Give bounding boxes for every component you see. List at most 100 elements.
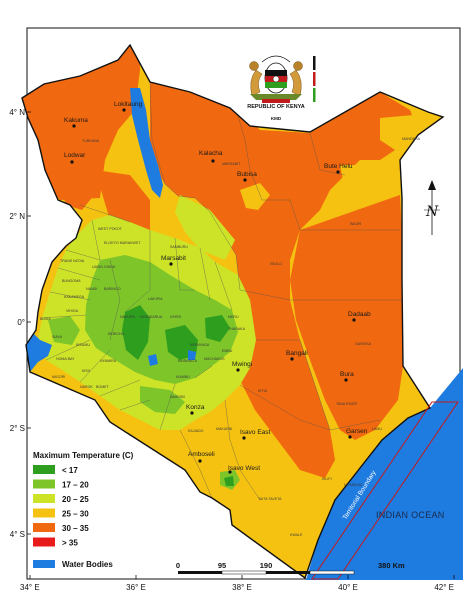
legend-items: < 17 17 – 20 20 – 25 25 – 30 30 – 35 > 35 [33, 465, 89, 548]
county-label: GARISSA [355, 342, 372, 346]
city-label: Dadaab [348, 311, 371, 318]
county-label: TURKANA [82, 139, 100, 143]
county-label: NAROK [80, 385, 93, 389]
county-label: NYANDARUA [140, 315, 163, 319]
county-label: KAJIADO [188, 429, 204, 433]
legend-label: 17 – 20 [62, 481, 89, 490]
county-label: NYAMIRA [100, 359, 117, 363]
city-label: Kalacha [199, 150, 223, 157]
city-marker [242, 436, 246, 440]
legend-label: 25 – 30 [62, 510, 89, 519]
county-label: KWALE [290, 533, 303, 537]
city-marker [352, 318, 356, 322]
county-label: SIAYA [52, 335, 63, 339]
flag-bar-black [313, 56, 316, 70]
scale-segment-2 [221, 570, 267, 575]
county-label: MIGORI [52, 375, 65, 379]
city-marker [190, 411, 194, 415]
city-markers: Lokitaung Kakuma Lodwar Kalacha Bubisa Bute H… [64, 101, 371, 474]
north-arrow-head-icon [428, 180, 436, 190]
county-label: THARAKA [228, 327, 246, 331]
legend-label: 20 – 25 [62, 495, 89, 504]
city-label: Konza [186, 404, 205, 411]
scale-bar: 0 95 190 380 Km [176, 561, 405, 575]
county-label: KERICHO [108, 332, 125, 336]
county-label: MURANG'A [178, 359, 198, 363]
county-label: EMBU [222, 349, 233, 353]
longitude-ticks: 34° E 36° E 38° E 40° E 42° E [20, 575, 455, 592]
flag-bar-red [313, 72, 316, 86]
legend-swatch-water [33, 560, 55, 568]
city-label: Bangali [286, 350, 308, 357]
county-label: MACHAKOS [204, 357, 225, 361]
city-marker [198, 459, 202, 463]
north-arrow-label: N [425, 204, 439, 220]
county-label: KILIFI [322, 477, 332, 481]
zone-25-30-marsabit-hill [240, 183, 270, 210]
county-label: KISII [82, 369, 90, 373]
county-label: LAMU [372, 427, 382, 431]
city-marker [348, 435, 352, 439]
city-marker [211, 159, 215, 163]
zone-20-25-mathews [175, 195, 235, 260]
county-label: SAMBURU [170, 245, 188, 249]
county-label: TRANS NZOIA [60, 259, 85, 263]
agency-label: KMD [271, 116, 282, 121]
county-label: NAIROBI [170, 395, 185, 399]
zone-17-20-nairobi [140, 386, 185, 414]
city-label: Marsabit [161, 255, 186, 262]
county-label: BARINGO [104, 287, 121, 291]
legend: Maximum Temperature (C) < 17 17 – 20 20 – … [33, 451, 134, 569]
city-label: Bubisa [237, 171, 257, 178]
city-marker [228, 470, 232, 474]
legend-title: Maximum Temperature (C) [33, 451, 134, 460]
scale-segment-1 [178, 571, 222, 574]
county-label: BUSIA [40, 317, 51, 321]
zone-30-35-east [290, 195, 405, 440]
coat-of-arms: REPUBLIC OF KENYA KMD [247, 55, 316, 121]
city-label: Isavo West [228, 465, 260, 472]
lon-tick-label: 42° E [434, 583, 454, 592]
county-label: KITUI [258, 389, 267, 393]
city-marker [72, 124, 76, 128]
county-label: HOMA BAY [56, 357, 75, 361]
scale-tick-label: 95 [218, 561, 226, 570]
county-label: KIAMBU [176, 375, 190, 379]
county-label: BUNGOMA [62, 279, 81, 283]
county-label: BOMET [96, 385, 110, 389]
county-label: VIHIGA [66, 309, 79, 313]
lat-tick-label: 2° S [10, 424, 25, 433]
city-label: Lokitaung [114, 101, 143, 108]
city-marker [290, 357, 294, 361]
zone-under-17-taita-hills [224, 476, 234, 486]
city-marker [169, 262, 173, 266]
latitude-ticks: 4° N 2° N 0° 2° S 4° S [9, 108, 31, 539]
legend-label: > 35 [62, 539, 78, 548]
legend-swatch [33, 508, 55, 518]
county-label: MERU [228, 315, 239, 319]
zone-17-20-central [85, 255, 238, 384]
county-label: NANDI [86, 287, 97, 291]
county-label: TAITA TAVETA [258, 497, 282, 501]
county-label: KISUMU [76, 343, 90, 347]
city-label: Isavo East [240, 429, 271, 436]
lake-naivasha [148, 354, 158, 366]
zone-under-17-aberdares [122, 305, 150, 360]
lon-tick-label: 34° E [20, 583, 40, 592]
zone-30-35-northeast [150, 82, 420, 478]
lat-tick-label: 2° N [9, 212, 25, 221]
city-marker [70, 160, 74, 164]
scale-tick-label: 190 [260, 561, 273, 570]
county-label: UASIN GISHU [92, 265, 116, 269]
legend-swatch [33, 523, 55, 532]
scale-tick-labels: 0 95 190 380 Km [176, 561, 405, 570]
legend-swatch [33, 465, 55, 474]
county-label: MARSABIT [222, 162, 241, 166]
county-label: MANDERA [402, 137, 421, 141]
lon-tick-label: 38° E [232, 583, 252, 592]
zone-30-35-turkana [28, 90, 115, 210]
zone-30-35-kerio [95, 170, 150, 235]
flag-bar-green [313, 88, 316, 102]
lake-turkana [130, 88, 163, 198]
